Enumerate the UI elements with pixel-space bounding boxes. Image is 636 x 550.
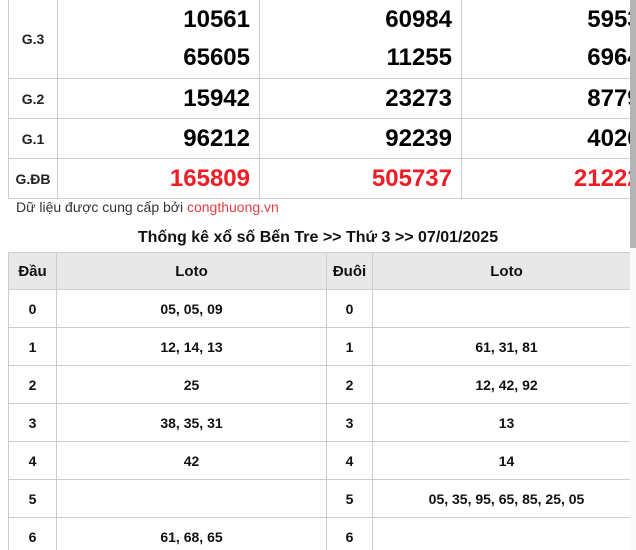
stats-header-loto-left: Loto xyxy=(56,252,327,290)
prize-cell: 59532 69646 xyxy=(461,0,636,79)
stats-header-dau: Đầu xyxy=(8,252,57,290)
duoi-cell: 4 xyxy=(326,441,373,480)
prize-number: 59532 xyxy=(587,6,636,33)
stats-header-loto-right: Loto xyxy=(372,252,636,290)
prize-row-g2: G.2 15942 23273 87794 xyxy=(8,78,636,119)
stats-row: 0 05, 05, 09 0 xyxy=(8,289,636,328)
stats-row: 3 38, 35, 31 3 13 xyxy=(8,403,636,442)
stats-row: 6 61, 68, 65 6 xyxy=(8,517,636,550)
stats-header-row: Đầu Loto Đuôi Loto xyxy=(8,252,636,290)
loto-duoi-cell: 05, 35, 95, 65, 85, 25, 05 xyxy=(372,479,636,518)
source-note-text: Dữ liệu được cung cấp bởi xyxy=(16,199,187,215)
prize-number: 11255 xyxy=(386,44,452,71)
duoi-cell: 6 xyxy=(326,517,373,550)
scrollbar-track[interactable] xyxy=(630,0,636,550)
dau-cell: 4 xyxy=(8,441,57,480)
loto-dau-cell: 12, 14, 13 xyxy=(56,327,327,366)
loto-dau-cell: 61, 68, 65 xyxy=(56,517,327,550)
stats-header-duoi: Đuôi xyxy=(326,252,373,290)
prize-number: 60984 xyxy=(385,6,452,33)
loto-duoi-cell: 12, 42, 92 xyxy=(372,365,636,404)
prize-label: G.2 xyxy=(8,78,58,119)
duoi-cell: 0 xyxy=(326,289,373,328)
stats-title: Thống kê xổ số Bến Tre >> Thứ 3 >> 07/01… xyxy=(137,229,499,246)
stats-table: Đầu Loto Đuôi Loto 0 05, 05, 09 0 1 12, … xyxy=(8,252,636,550)
loto-duoi-cell: 14 xyxy=(372,441,636,480)
dau-cell: 0 xyxy=(8,289,57,328)
dau-cell: 3 xyxy=(8,403,57,442)
prize-number: 65605 xyxy=(183,44,250,71)
loto-dau-cell: 38, 35, 31 xyxy=(56,403,327,442)
loto-duoi-cell: 13 xyxy=(372,403,636,442)
stats-row: 5 5 05, 35, 95, 65, 85, 25, 05 xyxy=(8,479,636,518)
prize-number: 69646 xyxy=(587,44,636,71)
prize-number: 92239 xyxy=(259,118,462,159)
loto-dau-cell: 05, 05, 09 xyxy=(56,289,327,328)
prize-number: 15942 xyxy=(57,78,260,119)
stats-row: 4 42 4 14 xyxy=(8,441,636,480)
prize-row-special: G.ĐB 165809 505737 212226 xyxy=(8,158,636,199)
source-link[interactable]: congthuong.vn xyxy=(186,199,279,215)
duoi-cell: 1 xyxy=(326,327,373,366)
dau-cell: 1 xyxy=(8,327,57,366)
prize-number: 87794 xyxy=(461,78,636,119)
prize-row-g1: G.1 96212 92239 40200 xyxy=(8,118,636,159)
prize-number: 40200 xyxy=(461,118,636,159)
loto-duoi-cell xyxy=(372,517,636,550)
duoi-cell: 5 xyxy=(326,479,373,518)
prize-label: G.ĐB xyxy=(8,158,58,199)
prize-number-special: 212226 xyxy=(461,158,636,199)
scrollbar-thumb[interactable] xyxy=(630,0,636,248)
source-note: Dữ liệu được cung cấp bởi congthuong.vn xyxy=(16,199,279,215)
prize-number: 23273 xyxy=(259,78,462,119)
duoi-cell: 2 xyxy=(326,365,373,404)
prize-number-special: 165809 xyxy=(57,158,260,199)
loto-dau-cell: 25 xyxy=(56,365,327,404)
prize-label: G.1 xyxy=(8,118,58,159)
loto-dau-cell xyxy=(56,479,327,518)
dau-cell: 5 xyxy=(8,479,57,518)
loto-duoi-cell xyxy=(372,289,636,328)
prize-number-special: 505737 xyxy=(259,158,462,199)
dau-cell: 6 xyxy=(8,517,57,550)
stats-row: 1 12, 14, 13 1 61, 31, 81 xyxy=(8,327,636,366)
prize-cell: 10561 65605 xyxy=(57,0,260,79)
prize-label: G.3 xyxy=(8,0,58,79)
prize-number: 96212 xyxy=(57,118,260,159)
prize-row-g3: G.3 10561 65605 60984 11255 59532 69646 xyxy=(8,0,636,79)
stats-row: 2 25 2 12, 42, 92 xyxy=(8,365,636,404)
loto-duoi-cell: 61, 31, 81 xyxy=(372,327,636,366)
duoi-cell: 3 xyxy=(326,403,373,442)
prize-cell: 60984 11255 xyxy=(259,0,462,79)
prize-number: 10561 xyxy=(183,6,250,33)
loto-dau-cell: 42 xyxy=(56,441,327,480)
prize-table: G.3 10561 65605 60984 11255 59532 69646 … xyxy=(8,0,636,199)
dau-cell: 2 xyxy=(8,365,57,404)
